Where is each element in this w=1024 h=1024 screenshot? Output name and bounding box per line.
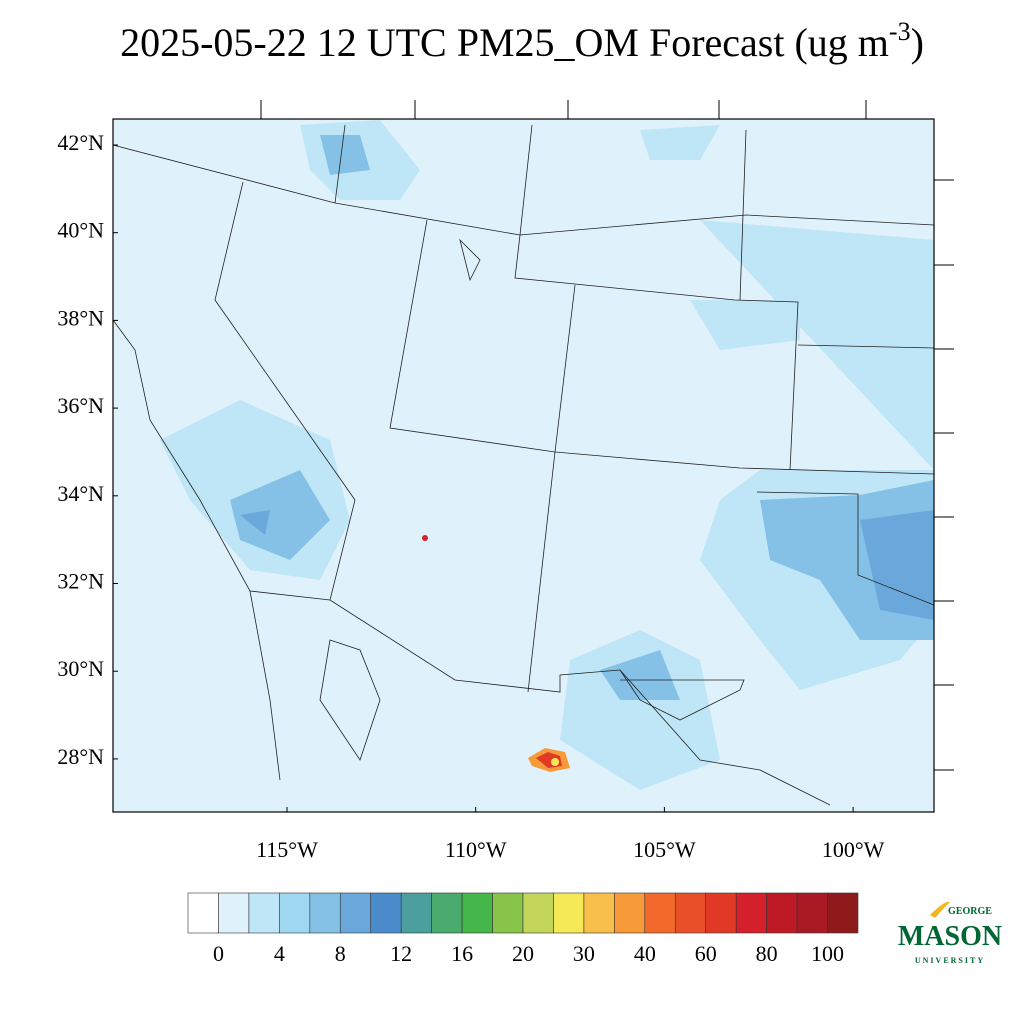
fire-hotspot [422,535,570,772]
title-superscript: -3 [889,17,911,46]
lat-label: 28°N [57,744,104,769]
map [112,100,954,813]
colorbar-box [796,892,828,934]
lat-label: 40°N [57,218,104,243]
colorbar-box [705,892,737,934]
lon-label: 115°W [256,837,318,862]
colorbar-label: 80 [756,941,778,966]
title-main: 2025-05-22 12 UTC PM25_OM Forecast (ug m [120,20,889,65]
colorbar-box [614,892,646,934]
logo-top: GEORGE [948,906,992,917]
colorbar-box [431,892,463,934]
colorbar-box [674,892,707,934]
lon-label: 105°W [633,837,696,862]
lon-label: 100°W [822,837,885,862]
colorbar-label: 8 [335,941,346,966]
lat-label: 38°N [57,305,104,330]
colorbar-box [827,892,859,934]
lat-label: 34°N [57,481,104,506]
lat-label: 42°N [57,130,104,155]
title-end: ) [911,20,924,65]
colorbar-label: 60 [695,941,717,966]
colorbar: 0 4 8 12 16 20 30 40 60 80 100 [187,892,859,966]
frame-ticks [260,100,954,771]
map-frame [112,118,935,813]
colorbar-label: 30 [573,941,595,966]
colorbar-box [400,892,432,934]
colorbar-box [187,892,219,934]
colorbar-label: 12 [390,941,412,966]
lon-label: 110°W [445,837,507,862]
colorbar-label: 4 [274,941,285,966]
colorbar-box [248,892,280,934]
colorbar-label: 0 [213,941,224,966]
colorbar-box [522,892,554,934]
colorbar-box [218,892,250,934]
colorbar-label: 40 [634,941,656,966]
lat-label: 36°N [57,393,104,418]
map-axes: 42°N 40°N 38°N 36°N 34°N 32°N 30°N 28°N 115°W 110… [57,130,884,862]
logo-bottom: UNIVERSITY [915,956,985,965]
colorbar-box [370,892,402,934]
lat-label: 32°N [57,569,104,594]
concentration-areas-highest [240,510,934,620]
colorbar-box [583,892,615,934]
colorbar-box [279,892,311,934]
colorbar-box [309,892,341,934]
colorbar-label: 100 [811,941,844,966]
logo: GEORGE MASON UNIVERSITY [898,901,1002,965]
colorbar-box [644,892,676,934]
colorbar-box [461,892,493,934]
colorbar-box [492,892,524,934]
borders [112,124,935,806]
colorbar-label: 16 [451,941,473,966]
colorbar-box [339,892,372,934]
lat-label: 30°N [57,656,104,681]
colorbar-box [766,892,798,934]
title: 2025-05-22 12 UTC PM25_OM Forecast (ug m… [120,17,924,65]
colorbar-label: 20 [512,941,534,966]
colorbar-box [735,892,767,934]
colorbar-box [553,892,585,934]
logo-swoosh [930,901,950,918]
logo-main: MASON [898,921,1002,952]
